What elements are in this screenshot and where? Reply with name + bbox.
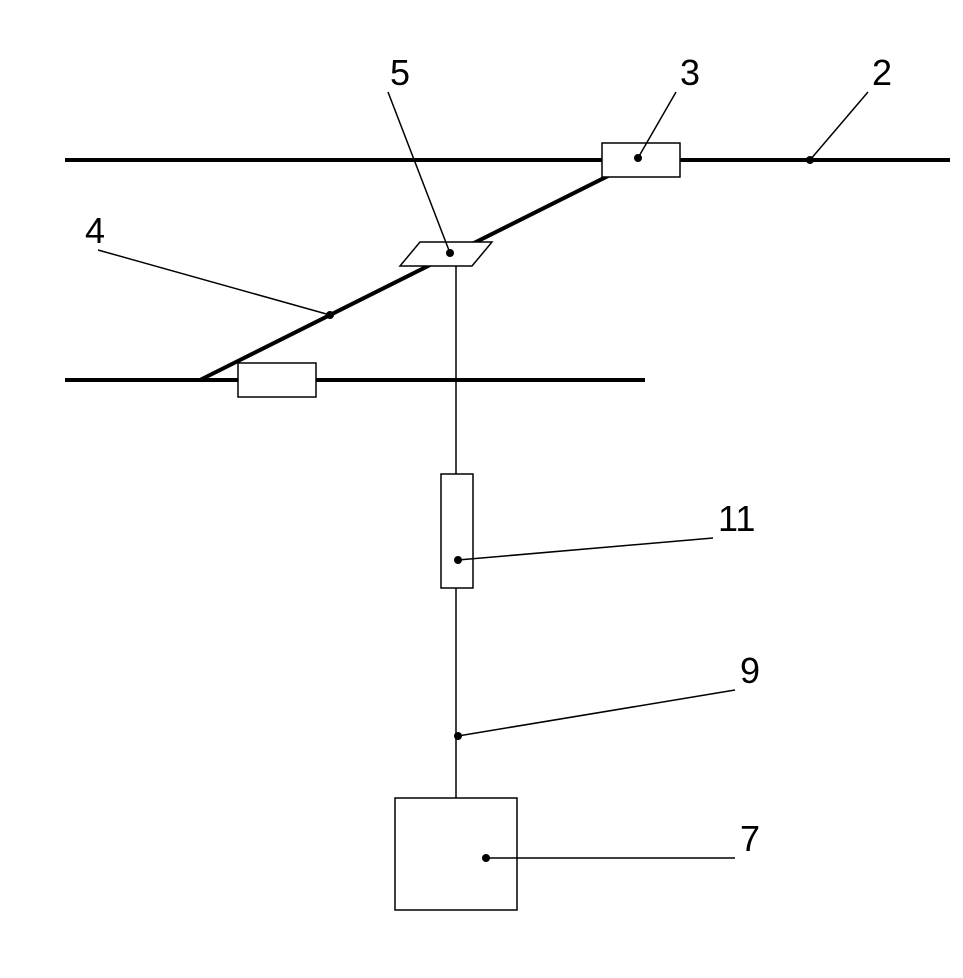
label-5: 5 <box>390 52 410 94</box>
label-3: 3 <box>680 52 700 94</box>
diagram-svg <box>0 0 963 978</box>
label-7: 7 <box>740 818 760 860</box>
label-4: 4 <box>85 210 105 252</box>
label-11: 11 <box>718 498 755 540</box>
label-2: 2 <box>872 52 892 94</box>
label-9: 9 <box>740 650 760 692</box>
technical-diagram <box>0 0 963 978</box>
